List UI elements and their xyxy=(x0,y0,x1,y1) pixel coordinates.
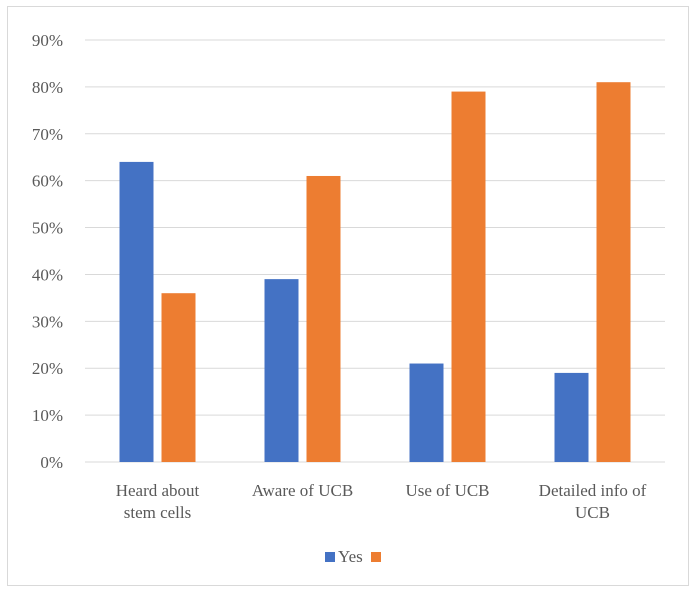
y-axis: 0% 10% 20% 30% 40% 50% 60% 70% 80% 90% xyxy=(32,31,63,472)
bar-series-2-1 xyxy=(306,175,341,462)
bar-series-2-3 xyxy=(596,82,631,462)
y-tick-label: 0% xyxy=(40,453,63,472)
bar-series-2-0 xyxy=(161,293,196,462)
bar-series-2-2 xyxy=(451,91,486,463)
legend-label: Yes xyxy=(338,547,363,566)
x-tick-label: Aware of UCB xyxy=(252,481,353,500)
legend-swatch xyxy=(371,552,381,562)
y-tick-label: 10% xyxy=(32,406,63,425)
legend-swatch xyxy=(325,552,335,562)
y-tick-label: 60% xyxy=(32,172,63,191)
bar-yes-0 xyxy=(119,161,154,462)
x-tick-label: Use of UCB xyxy=(405,481,489,500)
y-tick-label: 40% xyxy=(32,265,63,284)
bar-yes-3 xyxy=(554,372,589,462)
legend: Yes xyxy=(325,547,381,566)
x-tick-label: Detailed info of UCB xyxy=(539,481,647,522)
bars xyxy=(119,82,631,463)
y-tick-label: 30% xyxy=(32,312,63,331)
y-tick-label: 50% xyxy=(32,219,63,238)
bar-yes-1 xyxy=(264,279,299,462)
x-tick-label: Heard about stem cells xyxy=(116,481,200,522)
y-tick-label: 20% xyxy=(32,359,63,378)
y-tick-label: 80% xyxy=(32,78,63,97)
y-tick-label: 70% xyxy=(32,125,63,144)
y-tick-label: 90% xyxy=(32,31,63,50)
x-axis: Heard about stem cells Aware of UCB Use of … xyxy=(116,481,647,522)
bar-yes-2 xyxy=(409,363,444,462)
